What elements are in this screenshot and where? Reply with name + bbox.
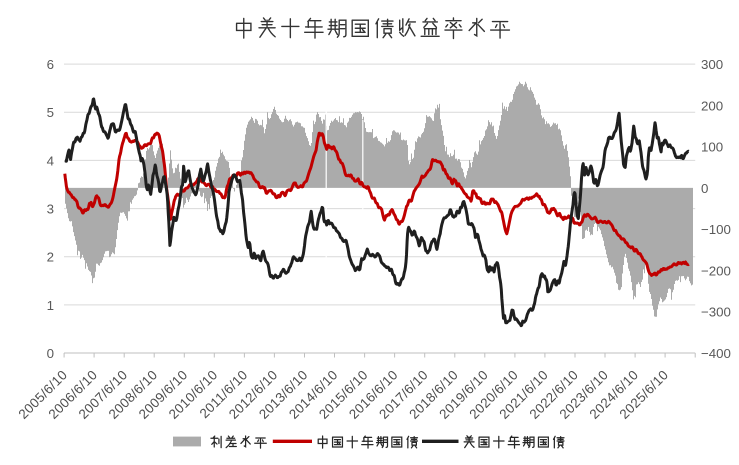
svg-text:1: 1 (47, 298, 54, 313)
svg-text:4: 4 (47, 153, 54, 168)
svg-text:100: 100 (701, 140, 723, 155)
svg-text:−300: −300 (701, 305, 731, 320)
svg-text:200: 200 (701, 98, 723, 113)
svg-text:−200: −200 (701, 263, 731, 278)
svg-text:−100: −100 (701, 222, 731, 237)
svg-text:−400: −400 (701, 346, 731, 361)
svg-text:3: 3 (47, 202, 54, 217)
svg-text:300: 300 (701, 57, 723, 72)
svg-text:5: 5 (47, 105, 54, 120)
svg-text:0: 0 (701, 181, 708, 196)
svg-text:6: 6 (47, 57, 54, 72)
svg-text:2: 2 (47, 250, 54, 265)
svg-text:0: 0 (47, 346, 54, 361)
